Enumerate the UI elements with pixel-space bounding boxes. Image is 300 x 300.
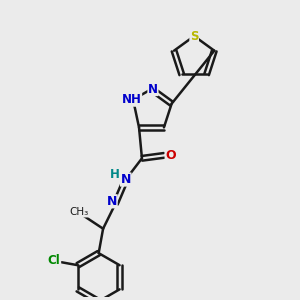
Text: O: O <box>165 149 176 162</box>
Text: CH₃: CH₃ <box>69 207 88 217</box>
Text: H: H <box>110 168 119 181</box>
Text: S: S <box>190 29 198 43</box>
Text: N: N <box>121 173 131 186</box>
Text: NH: NH <box>122 93 142 106</box>
Text: N: N <box>107 195 117 208</box>
Text: Cl: Cl <box>48 254 61 267</box>
Text: N: N <box>148 82 158 95</box>
